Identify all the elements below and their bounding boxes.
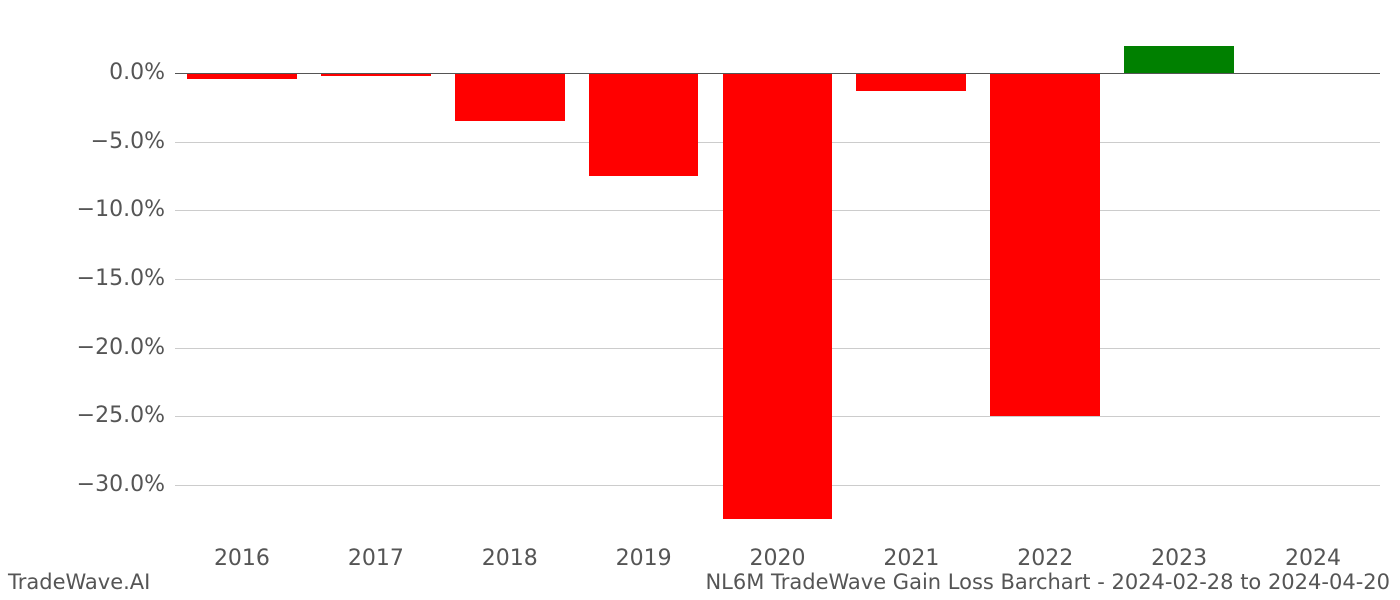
footer-right-caption: NL6M TradeWave Gain Loss Barchart - 2024… [705, 570, 1390, 594]
y-tick-label: 0.0% [109, 60, 165, 85]
x-tick-label: 2016 [202, 546, 282, 571]
y-tick-label: −10.0% [77, 197, 165, 222]
bar-2023 [1124, 46, 1234, 73]
y-tick-label: −15.0% [77, 266, 165, 291]
x-tick-label: 2023 [1139, 546, 1219, 571]
zero-line [175, 73, 1380, 74]
bar-2019 [589, 73, 699, 176]
x-tick-label: 2022 [1005, 546, 1085, 571]
x-tick-label: 2024 [1273, 546, 1353, 571]
x-tick-label: 2017 [336, 546, 416, 571]
x-tick-label: 2018 [470, 546, 550, 571]
chart-container: TradeWave.AI NL6M TradeWave Gain Loss Ba… [0, 0, 1400, 600]
bar-2020 [723, 73, 833, 519]
plot-area [175, 25, 1380, 540]
x-tick-label: 2019 [604, 546, 684, 571]
y-tick-label: −20.0% [77, 335, 165, 360]
footer-left-caption: TradeWave.AI [8, 570, 150, 594]
y-tick-label: −5.0% [91, 129, 165, 154]
bar-2021 [856, 73, 966, 91]
bar-2022 [990, 73, 1100, 416]
y-tick-label: −30.0% [77, 472, 165, 497]
bar-2018 [455, 73, 565, 121]
x-tick-label: 2020 [738, 546, 818, 571]
x-tick-label: 2021 [871, 546, 951, 571]
y-tick-label: −25.0% [77, 403, 165, 428]
